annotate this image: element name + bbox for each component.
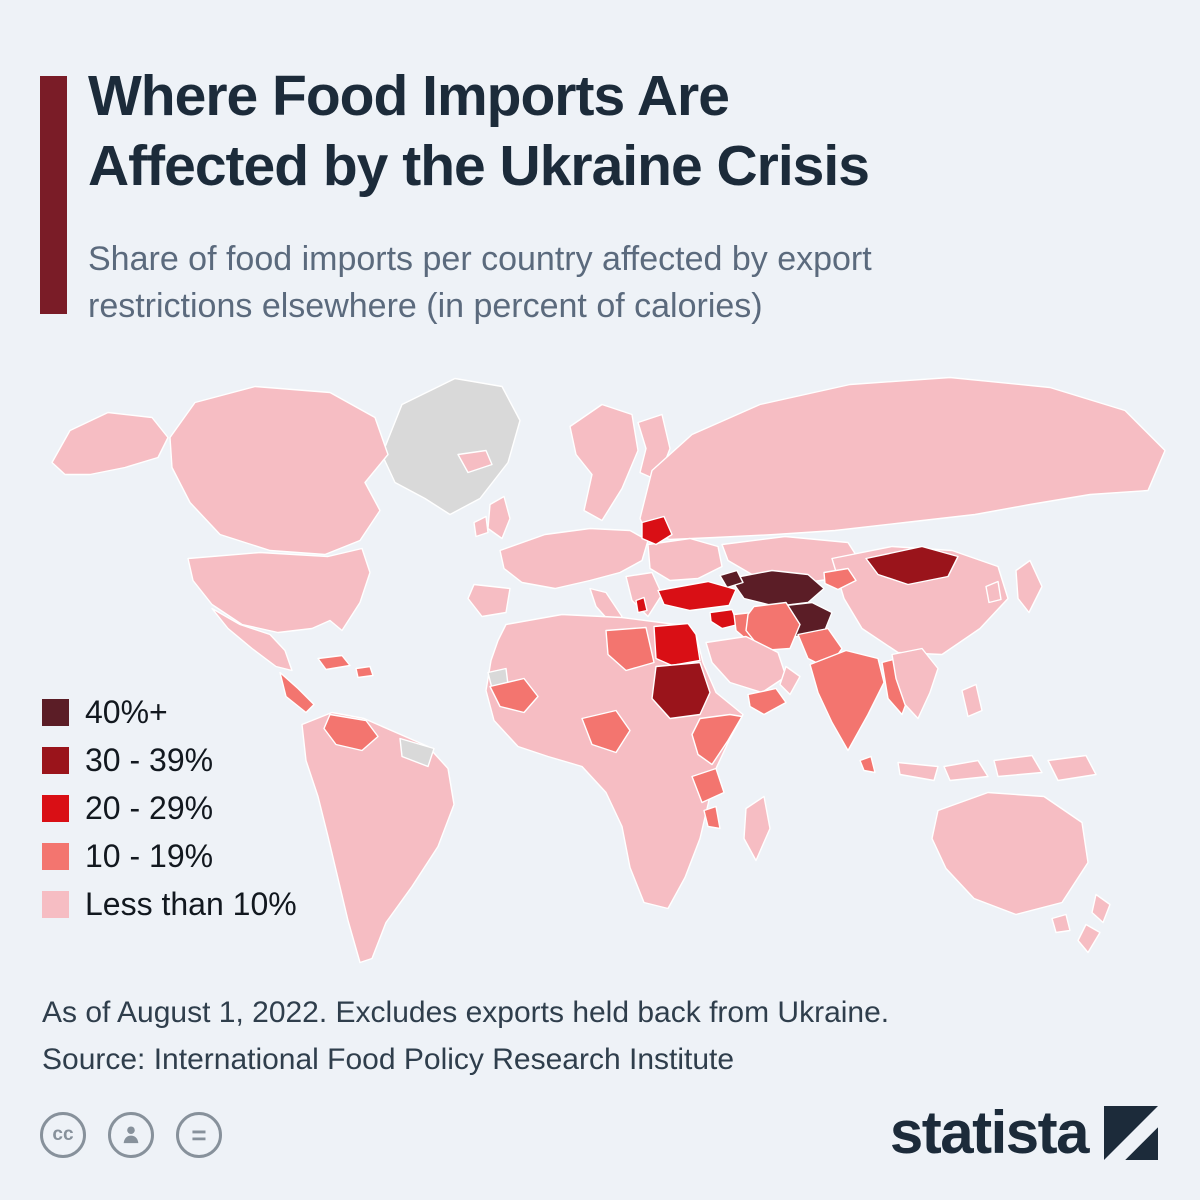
legend-item-lt10: Less than 10%: [42, 880, 297, 928]
page-title: Where Food Imports Are Affected by the U…: [88, 62, 1158, 201]
legend-label-10-19: 10 - 19%: [85, 837, 214, 874]
no-derivatives-icon[interactable]: =: [176, 1112, 222, 1158]
region-libya: [605, 626, 655, 672]
region-papua-new-guinea: [1047, 754, 1097, 782]
region-turkey: [657, 580, 737, 612]
legend-label-20-29: 20 - 29%: [85, 789, 214, 826]
region-iran: [745, 601, 801, 652]
legend-swatch-lt10: [42, 890, 69, 918]
region-australia: [931, 791, 1089, 916]
map-legend: 40%+ 30 - 39% 20 - 29% 10 - 19% Less tha…: [42, 688, 297, 928]
legend-swatch-10-19: [42, 842, 69, 870]
region-central-america: [279, 671, 315, 714]
attribution-person-icon[interactable]: [108, 1112, 154, 1158]
region-indonesia-2: [943, 759, 989, 782]
region-russia: [639, 376, 1166, 541]
region-caucasus: [719, 569, 744, 589]
license-icons: cc =: [40, 1112, 222, 1158]
region-greenland: [381, 377, 521, 516]
region-nigeria-cameroon: [581, 709, 631, 754]
region-sudan: [651, 661, 711, 720]
footnote-date: As of August 1, 2022. Excludes exports h…: [42, 996, 890, 1029]
statista-logo-mark: [1104, 1105, 1158, 1160]
legend-item-10-19: 10 - 19%: [42, 832, 297, 880]
region-indonesia-3: [993, 754, 1043, 778]
title-accent-bar: [40, 76, 67, 314]
region-india: [809, 649, 885, 752]
region-hispaniola: [355, 665, 374, 679]
region-saudi-arabia: [705, 635, 787, 694]
legend-item-30-39: 30 - 39%: [42, 736, 297, 784]
statista-logo-text: statista: [889, 1099, 1090, 1166]
region-sri-lanka: [859, 755, 876, 774]
region-se-asia: [891, 647, 939, 720]
legend-label-30-39: 30 - 39%: [85, 741, 214, 778]
region-oman: [779, 665, 801, 696]
legend-label-40plus: 40%+: [85, 693, 168, 730]
page-title-line1: Where Food Imports Are: [88, 64, 730, 128]
region-guianas: [399, 737, 435, 768]
region-ireland: [473, 515, 489, 538]
region-uk: [487, 495, 511, 540]
region-kyrgyzstan: [823, 567, 857, 591]
region-iceland: [457, 449, 493, 474]
region-cuba: [317, 654, 351, 671]
legend-label-lt10: Less than 10%: [85, 885, 297, 922]
region-canada: [169, 385, 389, 556]
page-title-line2: Affected by the Ukraine Crisis: [88, 133, 870, 198]
legend-swatch-20-29: [42, 794, 69, 822]
statista-branding[interactable]: statista: [890, 1098, 1158, 1167]
legend-swatch-40plus: [42, 698, 69, 726]
region-europe-central: [499, 527, 649, 590]
region-south-america: [301, 711, 455, 964]
region-belarus: [641, 515, 673, 546]
region-iberia: [467, 583, 511, 618]
region-yemen: [747, 687, 787, 716]
region-madagascar: [743, 795, 771, 862]
world-map: [30, 360, 1170, 985]
region-albania: [635, 596, 648, 614]
region-philippines: [961, 683, 983, 718]
legend-swatch-30-39: [42, 746, 69, 774]
footnote-source: Source: International Food Policy Resear…: [42, 1042, 735, 1076]
region-new-zealand-south: [1077, 923, 1101, 954]
page-subtitle-line2: restrictions elsewhere (in percent of ca…: [88, 286, 763, 325]
region-mexico: [211, 607, 293, 672]
page-subtitle: Share of food imports per country affect…: [88, 236, 1138, 330]
region-malawi: [703, 805, 721, 830]
world-map-svg: [51, 376, 1166, 964]
region-new-zealand-north: [1091, 893, 1111, 924]
person-icon: [123, 1126, 139, 1144]
page-subtitle-line1: Share of food imports per country affect…: [88, 240, 872, 278]
region-alaska: [51, 411, 169, 476]
footnote: As of August 1, 2022. Excludes exports h…: [42, 990, 889, 1083]
region-tasmania: [1051, 913, 1071, 934]
region-venezuela: [323, 713, 379, 752]
region-egypt: [653, 622, 701, 667]
region-east-europe: [647, 537, 723, 582]
region-central-asia: [729, 569, 825, 608]
region-balkans: [625, 571, 663, 618]
legend-item-40plus: 40%+: [42, 688, 297, 736]
region-scandinavia: [569, 403, 639, 522]
region-indonesia-1: [897, 761, 939, 782]
region-horn-of-africa: [691, 713, 743, 766]
region-korea: [985, 580, 1002, 604]
legend-item-20-29: 20 - 29%: [42, 784, 297, 832]
creative-commons-icon[interactable]: cc: [40, 1112, 86, 1158]
region-syria: [709, 608, 739, 630]
region-tanzania: [691, 767, 725, 804]
region-mongolia: [865, 545, 959, 586]
region-japan: [1015, 559, 1043, 614]
region-mauritania-senegal: [489, 677, 539, 714]
region-usa: [187, 547, 371, 634]
